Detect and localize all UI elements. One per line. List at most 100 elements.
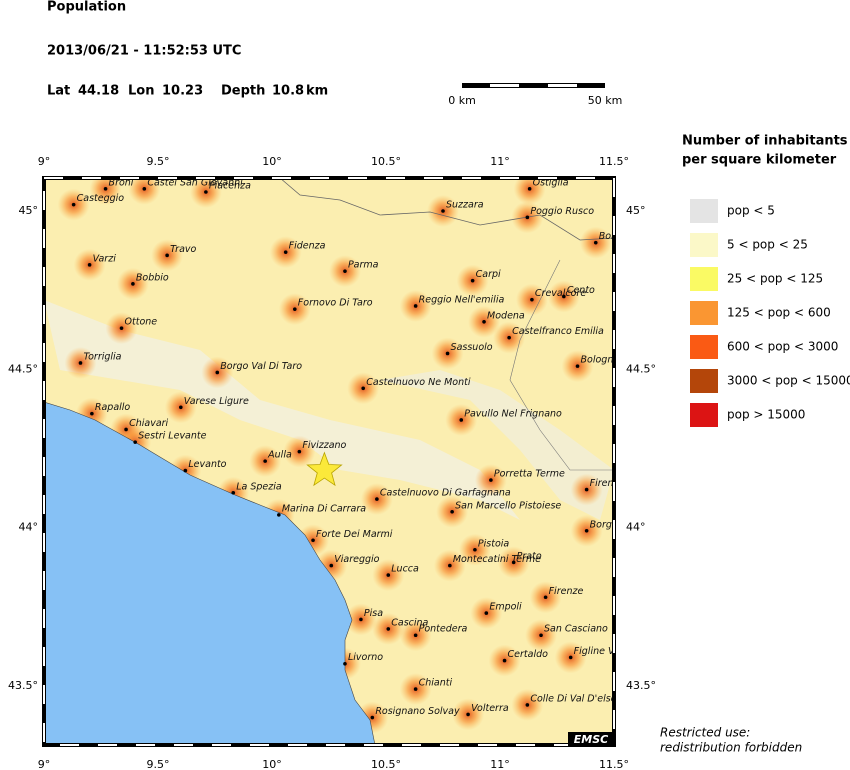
- city-label: Volterra: [471, 703, 509, 714]
- city-label: Prato: [517, 551, 542, 562]
- city-label: Parma: [348, 260, 379, 271]
- scale-bar: 0 km 50 km: [448, 83, 622, 107]
- city-label: Piacenza: [209, 181, 251, 192]
- city-dot: [131, 282, 135, 286]
- city-dot: [593, 240, 598, 245]
- sparse-area: [44, 300, 520, 520]
- city-label: Porretta Terme: [494, 469, 565, 480]
- city-dot: [413, 304, 418, 308]
- city-dot: [413, 633, 418, 638]
- city-dot: [103, 187, 108, 191]
- city-label: Pisa: [364, 608, 383, 619]
- lon-tick-label: 11°: [490, 155, 510, 168]
- city-dot: [343, 661, 347, 666]
- city-label: Rapallo: [95, 402, 131, 413]
- city-dot: [90, 411, 94, 416]
- city-label: Poggio Rusco: [530, 206, 594, 217]
- city-label: Rosignano Solvay: [375, 706, 460, 717]
- city-dot: [124, 427, 128, 432]
- legend-swatch: [690, 233, 718, 257]
- lon-tick-label: 11.5°: [599, 155, 629, 168]
- city-label: Varzi: [93, 253, 117, 264]
- city-label: Varese Ligure: [184, 396, 249, 407]
- city-label: Pontedera: [419, 624, 468, 635]
- city-label: Casteggio: [77, 193, 125, 204]
- map-frame-dash: [43, 177, 615, 746]
- city-dot: [530, 297, 534, 302]
- city-label: Borgo: [590, 519, 618, 530]
- city-label: San Marcello Pistoiese: [455, 500, 561, 511]
- city-dot: [450, 509, 454, 514]
- city-dot: [297, 449, 302, 454]
- city-dot: [329, 563, 334, 568]
- city-label: Pistoia: [478, 538, 509, 549]
- city-label: Colle Di Val D'else: [530, 693, 616, 704]
- city-label: Pavullo Nel Frignano: [464, 408, 562, 419]
- lon-tick-label: 10°: [262, 758, 282, 770]
- city-dot: [343, 269, 347, 273]
- scale-label: 0 km: [448, 94, 476, 107]
- city-dot: [361, 386, 366, 391]
- logo: EMSC: [574, 733, 608, 746]
- city-dot: [179, 405, 183, 410]
- city-dot: [370, 715, 375, 720]
- lat-label: Lat: [47, 84, 70, 99]
- city-dot: [525, 215, 530, 220]
- logo-bg: [568, 732, 614, 746]
- lon-tick-label: 9°: [38, 758, 51, 770]
- legend-label: 600 < pop < 3000: [727, 340, 838, 354]
- depth-value: 10.8: [272, 84, 304, 99]
- city-dot: [359, 617, 363, 622]
- city-label: Livorno: [348, 652, 383, 663]
- scale-bar-seg: [548, 84, 577, 87]
- city-dot: [375, 497, 379, 501]
- city-label: Chianti: [419, 678, 453, 689]
- city-dot: [277, 513, 281, 517]
- city-dot: [473, 547, 477, 552]
- lon-tick-label: 9°: [38, 155, 51, 168]
- city-dot: [386, 573, 391, 577]
- lat-tick-label: 45°: [19, 204, 39, 217]
- city-label: Castelnuovo Di Garfagnana: [380, 488, 511, 499]
- city-label: Certaldo: [508, 649, 549, 660]
- city-label: Fidenza: [289, 241, 326, 252]
- lon-value: 10.23: [162, 84, 203, 99]
- city-label: Suzzara: [446, 200, 484, 211]
- depth-label: Depth: [221, 84, 265, 99]
- city-dot: [539, 633, 543, 638]
- scale-bar-seg: [490, 84, 519, 87]
- city-dot: [543, 595, 548, 600]
- legend: Number of inhabitants per square kilomet…: [682, 134, 850, 427]
- epicenter: [306, 451, 343, 487]
- datetime: 2013/06/21 - 11:52:53 UTC: [47, 44, 241, 59]
- city-dot: [525, 703, 530, 707]
- lat-tick-label: 44°: [19, 521, 39, 534]
- title: Population: [47, 0, 126, 15]
- legend-label: 5 < pop < 25: [727, 238, 808, 252]
- legend-title: per square kilometer: [682, 153, 837, 168]
- scale-label: 50 km: [588, 94, 623, 107]
- depth-unit: km: [306, 84, 328, 99]
- lon-tick-label: 10.5°: [371, 155, 401, 168]
- city-dot: [489, 478, 493, 482]
- city-label: Sassuolo: [451, 342, 493, 353]
- city-label: Marina Di Carrara: [282, 503, 366, 514]
- sea: [44, 401, 376, 745]
- city-dot: [413, 687, 418, 691]
- city-dot: [511, 560, 516, 565]
- lon-tick-label: 11.5°: [599, 758, 629, 770]
- city-dot: [78, 361, 83, 365]
- legend-swatch: [690, 403, 718, 427]
- lat-tick-label: 44.5°: [626, 362, 656, 375]
- river: [279, 178, 614, 241]
- lat-tick-label: 44°: [626, 521, 646, 534]
- city-label: Ottone: [125, 317, 158, 328]
- city-label: Chiavari: [129, 418, 168, 429]
- notice: Restricted use:: [660, 726, 750, 740]
- city-dot: [183, 468, 188, 473]
- city-label: Firenz: [590, 478, 620, 489]
- border: [509, 259, 614, 471]
- city-label: Forte Dei Marmi: [316, 529, 393, 540]
- city-dot: [470, 278, 475, 283]
